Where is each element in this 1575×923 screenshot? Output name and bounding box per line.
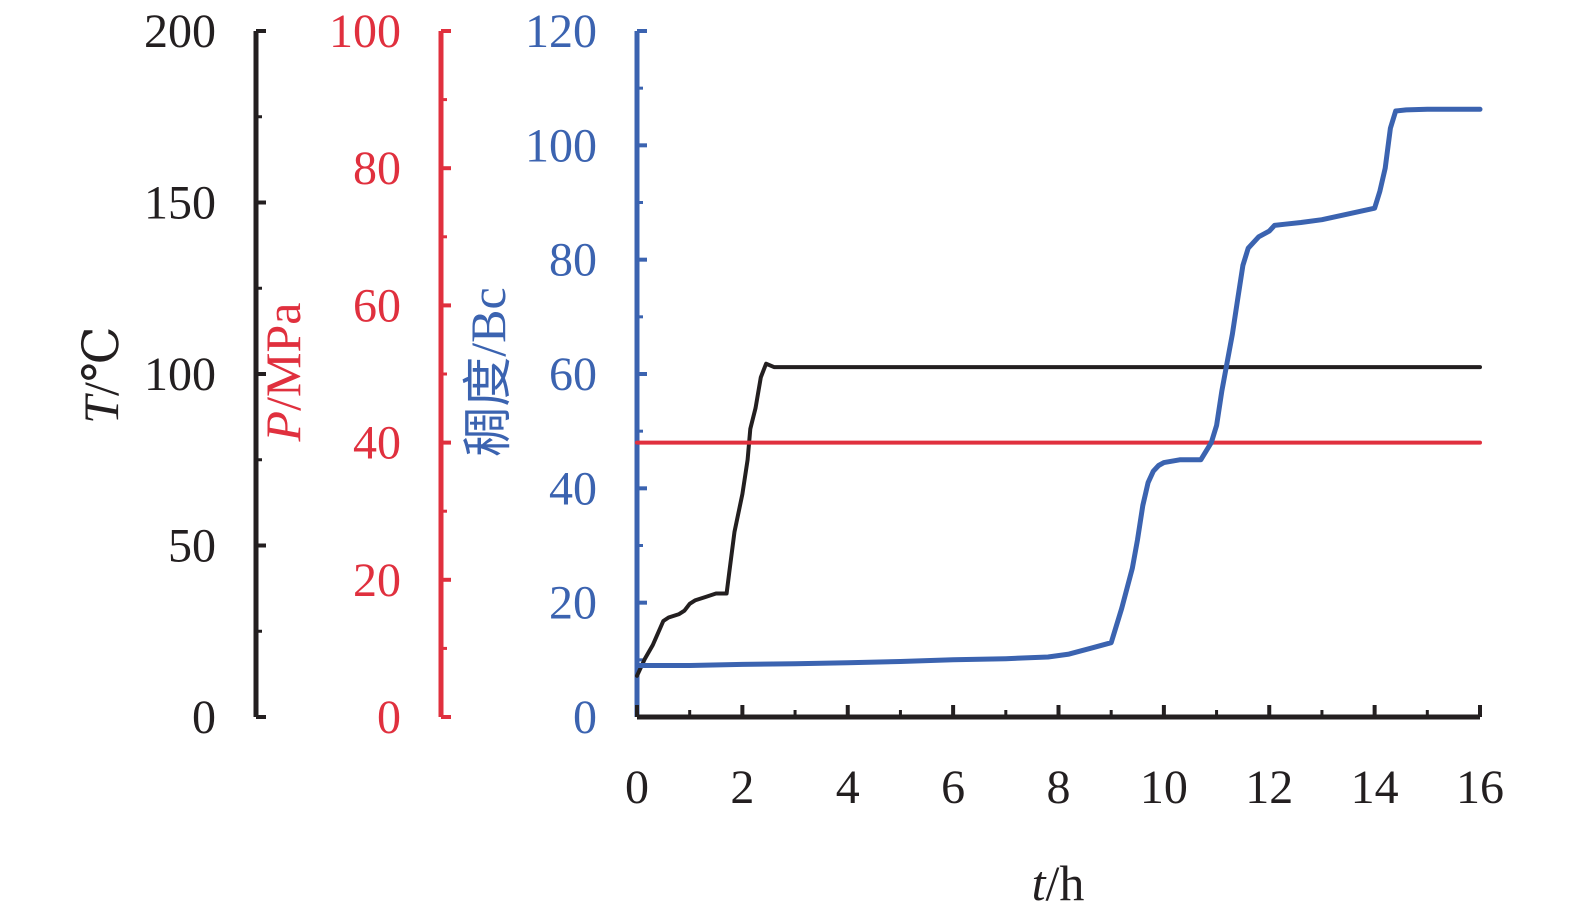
consistency-tick-label: 0 — [573, 691, 597, 744]
pressure-tick-label: 0 — [377, 691, 401, 744]
temperature-tick-label: 200 — [144, 5, 216, 58]
pressure-tick-label: 60 — [353, 279, 401, 332]
plot-series — [634, 106, 1483, 678]
pressure-axis: 0 20 40 60 80 100 — [329, 5, 451, 744]
temperature-series-line — [635, 361, 1482, 678]
temperature-tick-label: 50 — [168, 520, 216, 573]
time-axis-title: t/h — [1032, 855, 1085, 911]
pressure-tick-label: 100 — [329, 5, 401, 58]
time-axis: 0 2 4 6 8 10 12 14 16 — [625, 705, 1504, 814]
consistency-tick-label: 100 — [525, 119, 597, 172]
consistency-tick-label: 20 — [549, 577, 597, 630]
time-tick-label: 6 — [941, 761, 965, 814]
pressure-tick-label: 20 — [353, 554, 401, 607]
time-tick-label: 12 — [1245, 761, 1293, 814]
time-tick-label: 8 — [1047, 761, 1071, 814]
temperature-tick-label: 150 — [144, 177, 216, 230]
consistency-tick-label: 40 — [549, 462, 597, 515]
temperature-tick-label: 100 — [144, 348, 216, 401]
time-tick-label: 2 — [730, 761, 754, 814]
time-tick-label: 10 — [1140, 761, 1188, 814]
temperature-axis: 0 50 100 150 200 — [144, 5, 266, 744]
time-tick-label: 4 — [836, 761, 860, 814]
time-tick-label: 0 — [625, 761, 649, 814]
consistency-axis: 0 20 40 60 80 100 120 — [525, 5, 647, 744]
pressure-axis-title: P/MPa — [255, 303, 311, 443]
consistency-axis-title: 稠度/Bc — [460, 287, 516, 456]
time-tick-label: 16 — [1456, 761, 1504, 814]
consistency-tick-label: 60 — [549, 348, 597, 401]
pressure-tick-label: 80 — [353, 142, 401, 195]
temperature-tick-label: 0 — [192, 691, 216, 744]
consistency-series-line — [634, 106, 1483, 668]
time-tick-label: 14 — [1351, 761, 1399, 814]
pressure-tick-label: 40 — [353, 417, 401, 470]
consistency-tick-label: 80 — [549, 234, 597, 287]
temperature-axis-title: T/℃ — [73, 326, 129, 424]
consistency-tick-label: 120 — [525, 5, 597, 58]
